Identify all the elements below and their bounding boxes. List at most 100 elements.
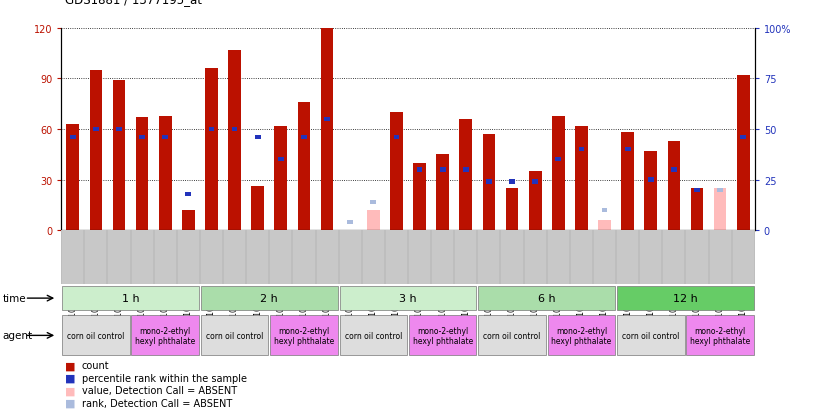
Bar [324, 118, 330, 122]
Bar [301, 135, 307, 140]
Bar [162, 135, 168, 140]
Text: corn oil control: corn oil control [67, 331, 125, 340]
Bar [486, 180, 492, 184]
Bar [62, 286, 199, 311]
Bar [740, 135, 746, 140]
Bar [321, 29, 334, 230]
Bar [478, 316, 546, 356]
Bar [509, 180, 515, 184]
Bar [135, 118, 149, 230]
Bar [617, 316, 685, 356]
Text: agent: agent [2, 330, 33, 341]
Bar [579, 148, 584, 152]
Text: time: time [2, 293, 26, 304]
Bar [390, 113, 403, 230]
Bar [93, 128, 99, 132]
Text: 2 h: 2 h [260, 293, 278, 304]
Text: value, Detection Call = ABSENT: value, Detection Call = ABSENT [82, 385, 237, 395]
Bar [251, 187, 264, 230]
Bar [575, 126, 588, 230]
Bar [90, 71, 102, 230]
Bar [159, 116, 171, 230]
Text: count: count [82, 361, 109, 370]
Text: ■: ■ [65, 373, 76, 383]
Text: mono-2-ethyl
hexyl phthalate: mono-2-ethyl hexyl phthalate [552, 326, 611, 345]
Bar [409, 316, 477, 356]
Bar [478, 286, 615, 311]
Bar [205, 69, 218, 230]
Bar [201, 286, 338, 311]
Text: rank, Detection Call = ABSENT: rank, Detection Call = ABSENT [82, 398, 232, 408]
Bar [131, 316, 199, 356]
Bar [694, 188, 700, 192]
Bar [348, 220, 353, 225]
Bar [671, 168, 676, 172]
Bar [298, 103, 310, 230]
Bar [667, 141, 681, 230]
Bar [66, 125, 79, 230]
Bar [417, 168, 423, 172]
Bar [232, 128, 237, 132]
Bar [625, 148, 631, 152]
Text: percentile rank within the sample: percentile rank within the sample [82, 373, 246, 383]
Bar [437, 155, 449, 230]
Text: mono-2-ethyl
hexyl phthalate: mono-2-ethyl hexyl phthalate [135, 326, 195, 345]
Bar [270, 316, 338, 356]
Bar [645, 152, 657, 230]
Bar [116, 128, 122, 132]
Bar [717, 188, 723, 192]
Bar [367, 210, 379, 230]
Text: corn oil control: corn oil control [344, 331, 402, 340]
Bar [339, 316, 407, 356]
Bar [70, 135, 76, 140]
Text: ■: ■ [65, 385, 76, 395]
Bar [621, 133, 634, 230]
Bar [548, 316, 615, 356]
Text: mono-2-ethyl
hexyl phthalate: mono-2-ethyl hexyl phthalate [413, 326, 472, 345]
Text: ■: ■ [65, 361, 76, 370]
Text: corn oil control: corn oil control [483, 331, 541, 340]
Bar [601, 208, 607, 212]
Bar [440, 168, 446, 172]
Text: GDS1881 / 1377195_at: GDS1881 / 1377195_at [65, 0, 202, 6]
Bar [459, 120, 472, 230]
Text: 1 h: 1 h [122, 293, 140, 304]
Bar [278, 158, 284, 162]
Text: 6 h: 6 h [538, 293, 556, 304]
Bar [690, 188, 703, 230]
Text: 3 h: 3 h [399, 293, 417, 304]
Bar [482, 135, 495, 230]
Bar [140, 135, 145, 140]
Bar [182, 210, 195, 230]
Bar [529, 172, 542, 230]
Bar [228, 51, 241, 230]
Bar [113, 81, 126, 230]
Bar [532, 180, 538, 184]
Text: mono-2-ethyl
hexyl phthalate: mono-2-ethyl hexyl phthalate [690, 326, 750, 345]
Bar [339, 286, 477, 311]
Bar [463, 168, 468, 172]
Bar [737, 76, 750, 230]
Bar [598, 221, 611, 230]
Bar [255, 135, 260, 140]
Bar [201, 316, 268, 356]
Bar [393, 135, 399, 140]
Bar [413, 163, 426, 230]
Bar [648, 178, 654, 182]
Bar [274, 126, 287, 230]
Text: corn oil control: corn oil control [206, 331, 264, 340]
Bar [714, 188, 726, 230]
Bar [617, 286, 754, 311]
Bar [552, 116, 565, 230]
Bar [556, 158, 561, 162]
Text: ■: ■ [65, 398, 76, 408]
Bar [370, 200, 376, 204]
Text: 12 h: 12 h [673, 293, 698, 304]
Text: corn oil control: corn oil control [622, 331, 680, 340]
Bar [185, 192, 191, 196]
Bar [506, 188, 518, 230]
Bar [62, 316, 130, 356]
Bar [209, 128, 215, 132]
Text: mono-2-ethyl
hexyl phthalate: mono-2-ethyl hexyl phthalate [274, 326, 334, 345]
Bar [686, 316, 754, 356]
